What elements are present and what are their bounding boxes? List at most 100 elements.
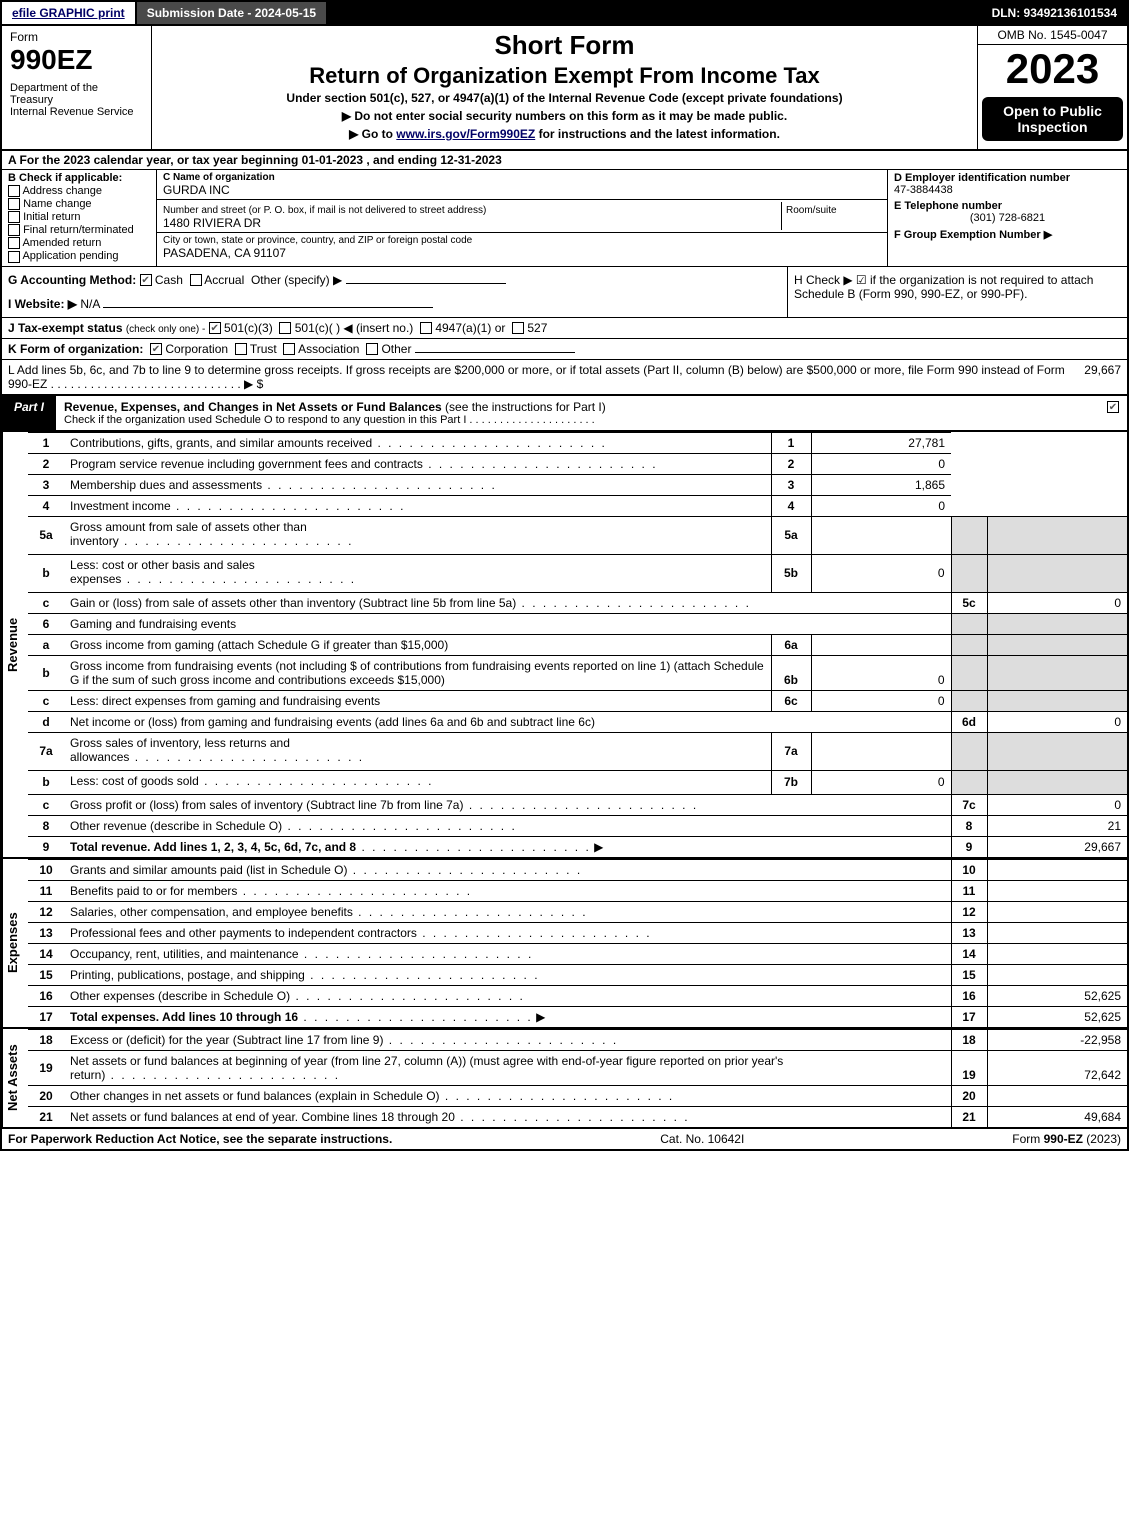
- ln12-num: 12: [28, 901, 64, 922]
- part-1-header: Part I Revenue, Expenses, and Changes in…: [0, 394, 1129, 432]
- h-note: H Check ▶ ☑ if the organization is not r…: [787, 267, 1127, 317]
- ln7a-desc: Gross sales of inventory, less returns a…: [70, 736, 490, 764]
- ln2-num: 2: [28, 453, 64, 474]
- ein: 47-3884438: [894, 184, 1121, 196]
- check-accrual[interactable]: [190, 274, 202, 286]
- ln3-ln: 3: [771, 474, 811, 495]
- ln1-ln: 1: [771, 432, 811, 453]
- check-4947[interactable]: [420, 322, 432, 334]
- ln7a-grey2: [987, 732, 1127, 770]
- main-title: Return of Organization Exempt From Incom…: [160, 63, 969, 89]
- lbl-501c: 501(c)( ) ◀ (insert no.): [295, 321, 414, 335]
- ln1-desc: Contributions, gifts, grants, and simila…: [64, 432, 771, 453]
- org-city: PASADENA, CA 91107: [163, 246, 881, 260]
- ln5a-desc: Gross amount from sale of assets other t…: [70, 520, 490, 548]
- form-header: Form 990EZ Department of the Treasury In…: [0, 26, 1129, 151]
- lbl-amended-return: Amended return: [22, 237, 101, 249]
- ln6-grey2: [987, 613, 1127, 634]
- ln15-num: 15: [28, 964, 64, 985]
- check-association[interactable]: [283, 343, 295, 355]
- subtitle: Under section 501(c), 527, or 4947(a)(1)…: [160, 91, 969, 105]
- ln6c-grey1: [951, 690, 987, 711]
- line-a: A For the 2023 calendar year, or tax yea…: [0, 151, 1129, 170]
- footer-right: Form 990-EZ (2023): [1012, 1132, 1121, 1146]
- ln7a-midamt: [811, 732, 951, 770]
- check-other-org[interactable]: [366, 343, 378, 355]
- ln5c-num: c: [28, 592, 64, 613]
- ln1-num: 1: [28, 432, 64, 453]
- ln10-ln: 10: [951, 859, 987, 880]
- check-initial-return[interactable]: [8, 211, 20, 223]
- efile-link[interactable]: efile GRAPHIC print: [2, 2, 137, 24]
- ln11-desc: Benefits paid to or for members: [64, 880, 951, 901]
- ln15-desc: Printing, publications, postage, and shi…: [64, 964, 951, 985]
- ln6a-grey2: [987, 634, 1127, 655]
- check-application-pending[interactable]: [8, 251, 20, 263]
- part-1-title: Revenue, Expenses, and Changes in Net As…: [64, 400, 442, 414]
- ln8-amt: 21: [987, 815, 1127, 836]
- lbl-initial-return: Initial return: [23, 211, 80, 223]
- ln6a-midamt: [811, 634, 951, 655]
- ln14-num: 14: [28, 943, 64, 964]
- ln5b-grey2: [987, 554, 1127, 592]
- ln6a-desc: Gross income from gaming (attach Schedul…: [64, 634, 771, 655]
- ln5a-grey1: [951, 516, 987, 554]
- check-corporation[interactable]: [150, 343, 162, 355]
- ln14-ln: 14: [951, 943, 987, 964]
- ln7b-mid: 7b: [771, 770, 811, 794]
- ln17-num: 17: [28, 1006, 64, 1027]
- ln2-amt: 0: [811, 453, 951, 474]
- l-text: L Add lines 5b, 6c, and 7b to line 9 to …: [8, 363, 1084, 391]
- ln21-desc: Net assets or fund balances at end of ye…: [64, 1106, 951, 1127]
- ln11-num: 11: [28, 880, 64, 901]
- check-trust[interactable]: [235, 343, 247, 355]
- check-schedule-o[interactable]: [1107, 401, 1119, 413]
- instruct2-post: for instructions and the latest informat…: [535, 127, 780, 141]
- expenses-section: Expenses 10Grants and similar amounts pa…: [0, 857, 1129, 1027]
- check-name-change[interactable]: [8, 198, 20, 210]
- lbl-527: 527: [527, 321, 547, 335]
- ln20-ln: 20: [951, 1085, 987, 1106]
- telephone: (301) 728-6821: [894, 212, 1121, 224]
- irs-link[interactable]: www.irs.gov/Form990EZ: [396, 127, 535, 141]
- footer-catno: Cat. No. 10642I: [660, 1132, 744, 1146]
- footer-right-bold: 990-EZ: [1044, 1132, 1083, 1146]
- check-501c3[interactable]: [209, 322, 221, 334]
- instruction-2: ▶ Go to www.irs.gov/Form990EZ for instru…: [160, 127, 969, 141]
- lbl-association: Association: [298, 342, 359, 356]
- ln5a-grey2: [987, 516, 1127, 554]
- ln6d-ln: 6d: [951, 711, 987, 732]
- check-amended-return[interactable]: [8, 237, 20, 249]
- ln16-amt: 52,625: [987, 985, 1127, 1006]
- ln6-num: 6: [28, 613, 64, 634]
- ln12-desc: Salaries, other compensation, and employ…: [64, 901, 951, 922]
- lbl-name-change: Name change: [23, 198, 92, 210]
- expenses-vlabel: Expenses: [2, 859, 28, 1027]
- dept-treasury: Department of the Treasury: [10, 82, 143, 106]
- check-501c[interactable]: [279, 322, 291, 334]
- check-cash[interactable]: [140, 274, 152, 286]
- check-final-return[interactable]: [8, 224, 20, 236]
- ln19-num: 19: [28, 1050, 64, 1085]
- ln7a-num: 7a: [28, 732, 64, 770]
- ln19-desc: Net assets or fund balances at beginning…: [64, 1050, 951, 1085]
- section-d-e-f: D Employer identification number 47-3884…: [887, 170, 1127, 266]
- ln17-amt: 52,625: [987, 1006, 1127, 1027]
- open-inspection-badge: Open to Public Inspection: [982, 97, 1123, 141]
- g-label: G Accounting Method:: [8, 273, 136, 287]
- ln12-amt: [987, 901, 1127, 922]
- ln6b-midamt: 0: [811, 655, 951, 690]
- ln4-ln: 4: [771, 495, 811, 516]
- footer-right-post: (2023): [1083, 1132, 1121, 1146]
- check-address-change[interactable]: [8, 185, 20, 197]
- ln9-num: 9: [28, 836, 64, 857]
- ln18-amt: -22,958: [987, 1029, 1127, 1050]
- ln6b-num: b: [28, 655, 64, 690]
- lbl-final-return: Final return/terminated: [23, 224, 134, 236]
- line-l: L Add lines 5b, 6c, and 7b to line 9 to …: [0, 359, 1129, 394]
- d-label: D Employer identification number: [894, 172, 1121, 184]
- tax-year: 2023: [978, 45, 1127, 93]
- ln8-ln: 8: [951, 815, 987, 836]
- check-527[interactable]: [512, 322, 524, 334]
- part-1-label: Part I: [2, 396, 56, 430]
